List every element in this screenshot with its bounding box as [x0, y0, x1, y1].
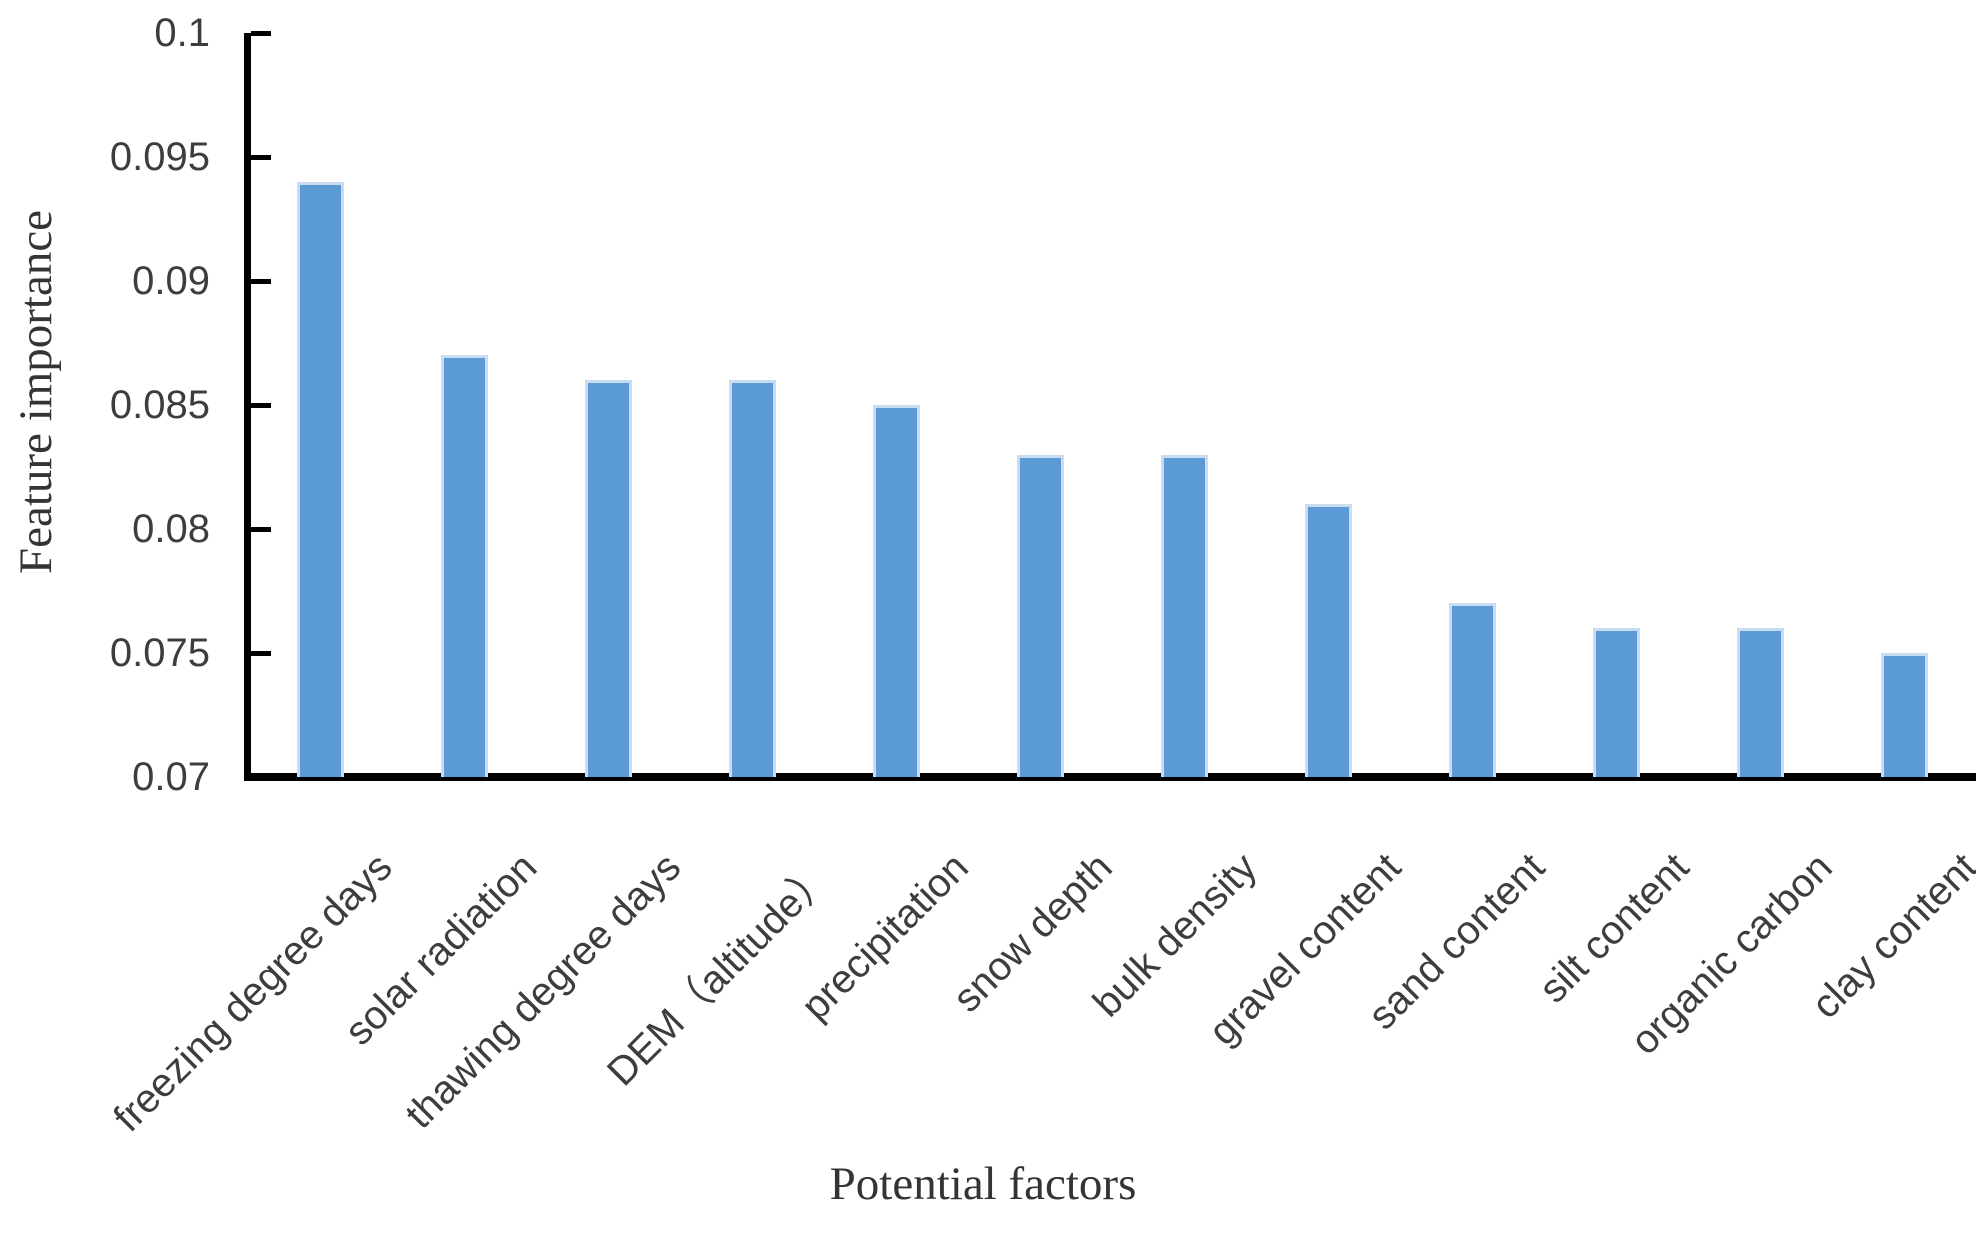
y-tick-label: 0.07	[132, 755, 210, 799]
bar-organic-carbon	[1737, 628, 1784, 777]
bar-solar-radiation	[441, 355, 488, 777]
bar-thawing-degree-days	[585, 380, 632, 777]
bar-gravel-content	[1305, 504, 1352, 777]
y-tick-mark	[251, 527, 271, 532]
y-tick-label: 0.08	[132, 507, 210, 551]
x-axis-line	[244, 773, 1976, 781]
bar-freezing-degree-days	[297, 182, 344, 777]
y-tick-mark	[251, 403, 271, 408]
y-axis-line	[244, 33, 251, 781]
y-tick-label: 0.1	[154, 11, 210, 55]
x-category-label: thawing degree days	[396, 845, 690, 1138]
y-tick-label: 0.085	[109, 383, 210, 427]
bar-snow-depth	[1017, 455, 1064, 777]
y-tick-mark	[251, 31, 271, 36]
bar-silt-content	[1593, 628, 1640, 777]
y-tick-mark	[251, 651, 271, 656]
y-tick-label: 0.075	[109, 631, 210, 675]
y-tick-label: 0.09	[132, 259, 210, 303]
y-tick-mark	[251, 155, 271, 160]
y-tick-label: 0.095	[109, 135, 210, 179]
bar-sand-content	[1449, 603, 1496, 777]
bar-precipitation	[873, 405, 920, 777]
bar-bulk-density	[1161, 455, 1208, 777]
bar-dem-altitude	[729, 380, 776, 777]
x-category-label: freezing degree days	[105, 845, 402, 1141]
y-tick-mark	[251, 279, 271, 284]
bar-clay-content	[1881, 653, 1928, 777]
